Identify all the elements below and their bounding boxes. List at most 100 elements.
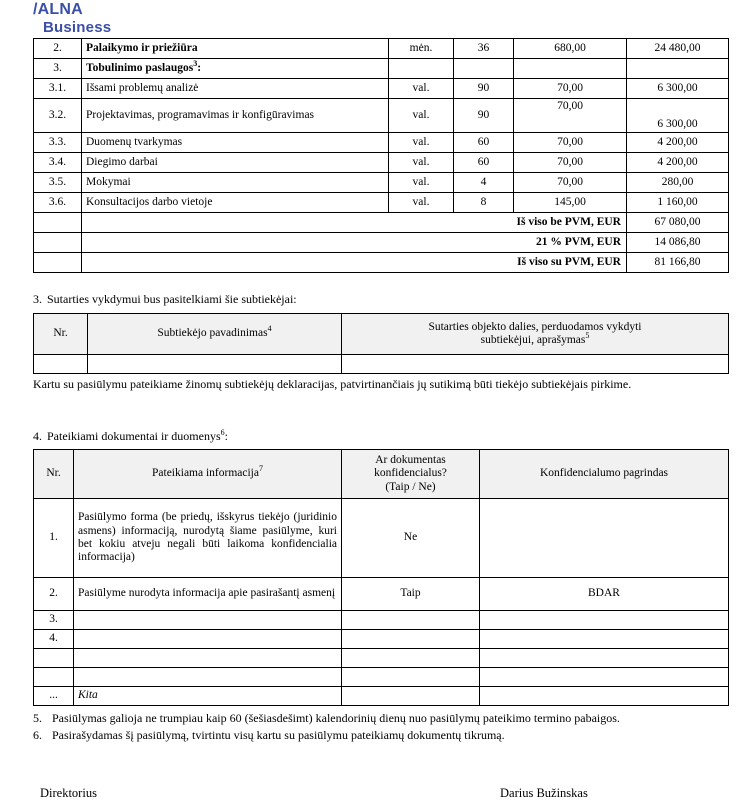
- cell-unit: val.: [388, 172, 454, 193]
- cell-name: Projektavimas, programavimas ir konfigūr…: [81, 98, 389, 133]
- cell-nr: 3.5.: [33, 172, 82, 193]
- cell-confidentiality-basis[interactable]: BDAR: [479, 577, 729, 611]
- cell-qty: 90: [453, 78, 514, 99]
- cell-is-confidential[interactable]: [341, 667, 480, 687]
- closing-item-6: 6. Pasirašydamas šį pasiūlymą, tvirtintu…: [33, 728, 735, 744]
- cell-price: 70,00: [513, 98, 627, 133]
- cell-provided-information[interactable]: [73, 648, 342, 668]
- closing-statements: 5. Pasiūlymas galioja ne trumpiau kaip 6…: [33, 711, 735, 743]
- subcontractor-table-container: Nr. Subtiekėjo pavadinimas4 Sutarties ob…: [33, 313, 729, 374]
- total-label: Iš viso be PVM, EUR: [81, 212, 627, 233]
- table-row: 3.: [33, 610, 729, 630]
- cell-nr: ...: [33, 686, 74, 706]
- subcontractor-declaration-paragraph: Kartu su pasiūlymu pateikiame žinomų sub…: [33, 377, 632, 391]
- total-value: 81 166,80: [626, 252, 729, 273]
- cell-price: 680,00: [513, 38, 627, 59]
- cell-provided-information[interactable]: Kita: [73, 686, 342, 706]
- cell-qty: 60: [453, 152, 514, 173]
- header-is-confidential: Ar dokumentas konfidencialus? (Taip / Ne): [341, 449, 480, 499]
- cell-confidentiality-basis[interactable]: [479, 498, 729, 578]
- subcontractor-table: Nr. Subtiekėjo pavadinimas4 Sutarties ob…: [33, 313, 729, 374]
- table-row-total: 21 % PVM, EUR 14 086,80: [33, 232, 729, 253]
- footnote-marker: 6: [220, 428, 225, 437]
- cell-confidentiality-basis[interactable]: [479, 629, 729, 649]
- logo-line-business: Business: [43, 19, 112, 36]
- closing-item-6-number: 6.: [33, 727, 42, 742]
- closing-item-5-number: 5.: [33, 711, 42, 725]
- header-text-line1: Ar dokumentas: [375, 454, 446, 466]
- table-row: 3.1. Išsami problemų analizė val. 90 70,…: [33, 78, 729, 99]
- cell-is-confidential[interactable]: [341, 648, 480, 668]
- cell-sum: 6 300,00: [626, 78, 729, 99]
- cell-nr: 3.3.: [33, 132, 82, 153]
- cell-sum: 1 160,00: [626, 192, 729, 213]
- cell-is-confidential[interactable]: Ne: [341, 498, 480, 578]
- cell-nr: 3.: [33, 58, 82, 79]
- table-row: 2. Pasiūlyme nurodyta informacija apie p…: [33, 577, 729, 611]
- cell-unit: mėn.: [388, 38, 454, 59]
- section-4-heading: 4. Pateikiami dokumentai ir duomenys6:: [33, 429, 228, 444]
- cell-provided-information[interactable]: [73, 610, 342, 630]
- cell-price: 70,00: [513, 132, 627, 153]
- cell-provided-information[interactable]: [73, 667, 342, 687]
- header-nr: Nr.: [33, 313, 88, 355]
- cell-nr: 2.: [33, 577, 74, 611]
- table-row: 3.5. Mokymai val. 4 70,00 280,00: [33, 172, 729, 193]
- total-label: 21 % PVM, EUR: [81, 232, 627, 253]
- table-row-total: Iš viso be PVM, EUR 67 080,00: [33, 212, 729, 233]
- cell-provided-information[interactable]: Pasiūlyme nurodyta informacija apie pasi…: [73, 577, 342, 611]
- header-subcontract-scope: Sutarties objekto dalies, perduodamos vy…: [341, 313, 729, 355]
- table-row: 3.2. Projektavimas, programavimas ir kon…: [33, 98, 729, 133]
- cell-sum: 4 200,00: [626, 132, 729, 153]
- header-nr: Nr.: [33, 449, 74, 499]
- cell-confidentiality-basis[interactable]: [479, 686, 729, 706]
- table-row: ... Kita: [33, 686, 729, 706]
- total-value: 14 086,80: [626, 232, 729, 253]
- logo-line-alna: /ALNA: [33, 1, 83, 18]
- cell-provided-information[interactable]: Pasiūlymo forma (be priedų, išskyrus tie…: [73, 498, 342, 578]
- cell-price: 70,00: [513, 152, 627, 173]
- cell-name: Išsami problemų analizė: [81, 78, 389, 99]
- total-label: Iš viso su PVM, EUR: [81, 252, 627, 273]
- cell-confidentiality-basis[interactable]: [479, 610, 729, 630]
- cell-is-confidential[interactable]: [341, 629, 480, 649]
- cell-nr[interactable]: [33, 354, 88, 374]
- cell-subcontractor-name[interactable]: [87, 354, 342, 374]
- header-subcontractor-name: Subtiekėjo pavadinimas4: [87, 313, 342, 355]
- table-row: [33, 354, 729, 374]
- cell-unit: val.: [388, 152, 454, 173]
- cell-price: 70,00: [513, 172, 627, 193]
- cell-confidentiality-basis[interactable]: [479, 648, 729, 668]
- cell-nr: 2.: [33, 38, 82, 59]
- cell-sum: 24 480,00: [626, 38, 729, 59]
- table-row: 3.4. Diegimo darbai val. 60 70,00 4 200,…: [33, 152, 729, 173]
- cell-is-confidential[interactable]: [341, 610, 480, 630]
- cell-sum: 4 200,00: [626, 152, 729, 173]
- section-4-title: Pateikiami dokumentai ir duomenys: [47, 429, 221, 443]
- cell-unit: [388, 58, 454, 79]
- cell-unit: val.: [388, 192, 454, 213]
- cell-unit: val.: [388, 98, 454, 133]
- price-table: 2. Palaikymo ir priežiūra mėn. 36 680,00…: [33, 38, 729, 273]
- footnote-marker: 3: [193, 59, 198, 68]
- table-row-total: Iš viso su PVM, EUR 81 166,80: [33, 252, 729, 273]
- cell-nr: 3.1.: [33, 78, 82, 99]
- table-row: 1. Pasiūlymo forma (be priedų, išskyrus …: [33, 498, 729, 578]
- table-row: [33, 648, 729, 668]
- header-text-line2: konfidencialus?: [374, 467, 447, 480]
- cell-confidentiality-basis[interactable]: [479, 667, 729, 687]
- cell-subcontract-scope[interactable]: [341, 354, 729, 374]
- cell-is-confidential[interactable]: [341, 686, 480, 706]
- cell-nr: 3.6.: [33, 192, 82, 213]
- cell-nr: 3.4.: [33, 152, 82, 173]
- cell-name: Tobulinimo paslaugos3:: [81, 58, 389, 79]
- cell-is-confidential[interactable]: Taip: [341, 577, 480, 611]
- cell-qty: 60: [453, 132, 514, 153]
- cell-qty: 8: [453, 192, 514, 213]
- closing-item-6-text: Pasirašydamas šį pasiūlymą, tvirtintu vi…: [52, 727, 505, 742]
- table-header-row: Nr. Pateikiama informacija7 Ar dokumenta…: [33, 449, 729, 499]
- cell-price: [513, 58, 627, 79]
- cell-qty: [453, 58, 514, 79]
- cell-provided-information[interactable]: [73, 629, 342, 649]
